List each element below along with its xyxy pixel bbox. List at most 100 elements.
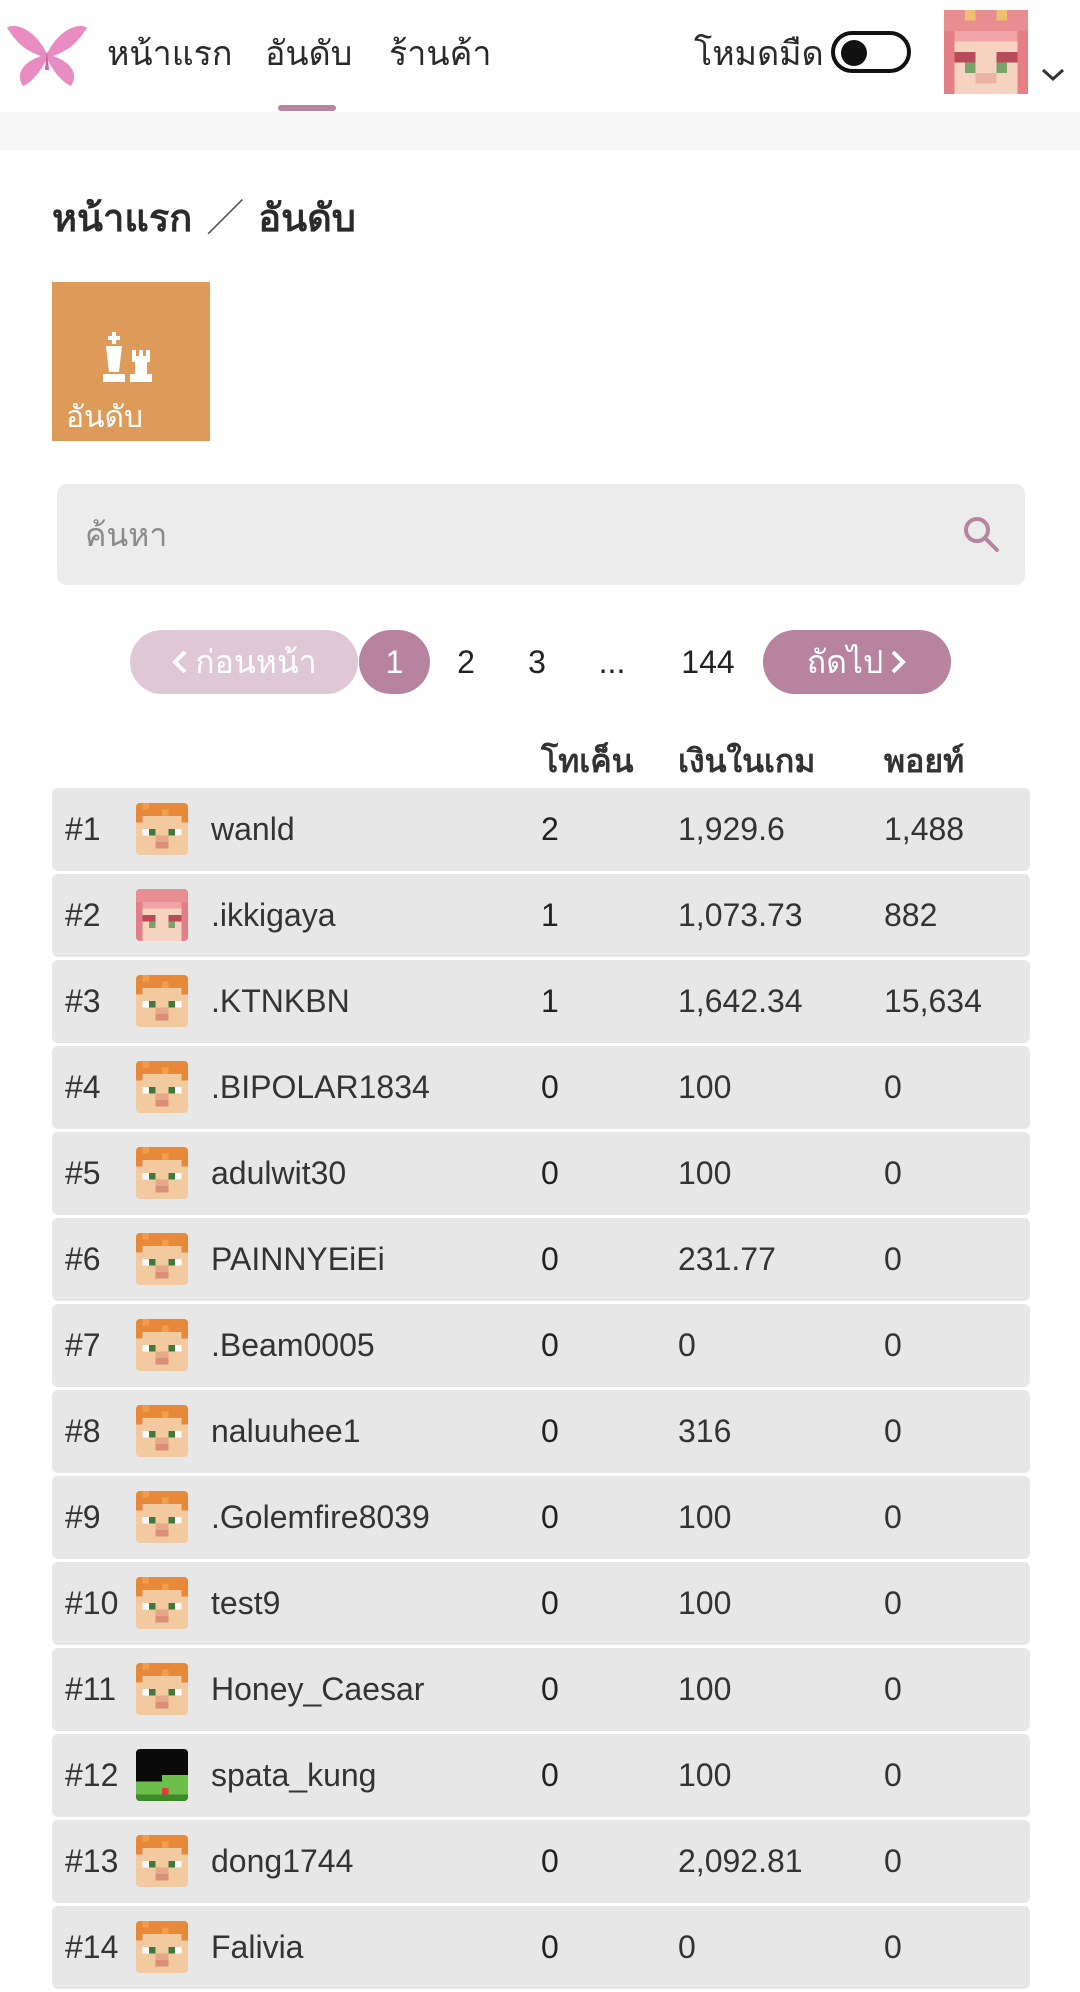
top-navbar: หน้าแรก อันดับ ร้านค้า โหมดมืด [0, 0, 1080, 112]
table-row[interactable]: #2 .ikkigaya 1 1,073.73 882 [52, 874, 1030, 957]
row-points: 0 [884, 1843, 902, 1879]
row-tokens: 1 [541, 983, 559, 1019]
table-row[interactable]: #7 .Beam0005 0 0 0 [52, 1304, 1030, 1387]
nav-shop-link[interactable]: ร้านค้า [389, 35, 492, 73]
row-tokens: 0 [541, 1155, 559, 1191]
player-name[interactable]: .Beam0005 [211, 1327, 375, 1363]
nav-ranking-link[interactable]: อันดับ [265, 35, 353, 73]
table-row[interactable]: #12 spata_kung 0 100 0 [52, 1734, 1030, 1817]
player-name[interactable]: .KTNKBN [211, 983, 350, 1019]
table-row[interactable]: #9 .Golemfire8039 0 100 0 [52, 1476, 1030, 1559]
breadcrumb-separator: ／ [206, 198, 245, 240]
nav-active-indicator [278, 105, 336, 111]
row-points: 0 [884, 1413, 902, 1449]
row-points: 0 [884, 1327, 902, 1363]
player-name[interactable]: spata_kung [211, 1757, 377, 1793]
pagination-page-current[interactable]: 1 [359, 630, 430, 694]
player-name[interactable]: .ikkigaya [211, 897, 336, 933]
player-avatar [136, 1147, 188, 1199]
player-name[interactable]: .Golemfire8039 [211, 1499, 430, 1535]
row-money: 2,092.81 [678, 1843, 803, 1879]
toggle-knob [841, 40, 867, 66]
table-row[interactable]: #1 wanld 2 1,929.6 1,488 [52, 788, 1030, 871]
pagination-next-label: ถัดไป [806, 643, 884, 680]
column-header-tokens: โทเค็น [541, 743, 634, 779]
row-rank: #12 [65, 1757, 119, 1793]
row-tokens: 0 [541, 1585, 559, 1621]
player-avatar [136, 975, 188, 1027]
player-avatar [136, 1749, 188, 1801]
player-name[interactable]: dong1744 [211, 1843, 354, 1879]
player-avatar [136, 1491, 188, 1543]
row-money: 100 [678, 1069, 732, 1105]
row-rank: #10 [65, 1585, 119, 1621]
row-rank: #2 [65, 897, 101, 933]
pagination-ellipsis: ... [598, 644, 626, 680]
pagination-next-button[interactable]: ถัดไป [763, 630, 951, 694]
nav-home-link[interactable]: หน้าแรก [107, 35, 233, 73]
row-money: 0 [678, 1327, 696, 1363]
search-box [57, 484, 1025, 585]
row-rank: #3 [65, 983, 101, 1019]
table-row[interactable]: #6 PAINNYEiEi 0 231.77 0 [52, 1218, 1030, 1301]
player-name[interactable]: wanld [211, 811, 295, 847]
pagination-page[interactable]: 144 [681, 644, 735, 680]
row-money: 100 [678, 1585, 732, 1621]
row-money: 100 [678, 1499, 732, 1535]
pagination-prev-button[interactable]: ก่อนหน้า [130, 630, 358, 694]
player-name[interactable]: Honey_Caesar [211, 1671, 425, 1707]
table-row[interactable]: #4 .BIPOLAR1834 0 100 0 [52, 1046, 1030, 1129]
breadcrumb-current: อันดับ [258, 198, 356, 240]
player-name[interactable]: PAINNYEiEi [211, 1241, 385, 1277]
row-rank: #1 [65, 811, 101, 847]
row-tokens: 0 [541, 1327, 559, 1363]
table-row[interactable]: #14 Falivia 0 0 0 [52, 1906, 1030, 1989]
row-rank: #14 [65, 1929, 119, 1965]
row-points: 0 [884, 1069, 902, 1105]
row-rank: #5 [65, 1155, 101, 1191]
search-input[interactable] [83, 502, 947, 568]
player-name[interactable]: naluuhee1 [211, 1413, 361, 1449]
player-avatar [136, 1663, 188, 1715]
table-row[interactable]: #5 adulwit30 0 100 0 [52, 1132, 1030, 1215]
player-avatar [136, 1319, 188, 1371]
search-icon[interactable] [961, 514, 1001, 554]
player-avatar [136, 803, 188, 855]
row-money: 316 [678, 1413, 732, 1449]
butterfly-logo-icon[interactable] [5, 20, 89, 88]
row-rank: #13 [65, 1843, 119, 1879]
table-row[interactable]: #3 .KTNKBN 1 1,642.34 15,634 [52, 960, 1030, 1043]
table-row[interactable]: #11 Honey_Caesar 0 100 0 [52, 1648, 1030, 1731]
header-divider-strip [0, 112, 1080, 150]
table-row[interactable]: #13 dong1744 0 2,092.81 0 [52, 1820, 1030, 1903]
player-name[interactable]: adulwit30 [211, 1155, 347, 1191]
dark-mode-toggle[interactable] [831, 31, 911, 73]
row-rank: #4 [65, 1069, 101, 1105]
row-tokens: 0 [541, 1241, 559, 1277]
chevron-left-icon [172, 650, 187, 674]
table-row[interactable]: #10 test9 0 100 0 [52, 1562, 1030, 1645]
row-money: 100 [678, 1671, 732, 1707]
ranking-tile[interactable]: อันดับ [52, 282, 210, 441]
row-tokens: 0 [541, 1671, 559, 1707]
player-avatar [136, 1921, 188, 1973]
row-points: 0 [884, 1585, 902, 1621]
row-money: 231.77 [678, 1241, 776, 1277]
pagination-page[interactable]: 3 [528, 644, 546, 680]
row-tokens: 0 [541, 1929, 559, 1965]
chevron-down-icon[interactable] [1040, 64, 1066, 84]
player-avatar [136, 1577, 188, 1629]
pagination-prev-label: ก่อนหน้า [195, 643, 317, 680]
row-tokens: 0 [541, 1069, 559, 1105]
breadcrumb-home[interactable]: หน้าแรก [52, 198, 193, 240]
row-rank: #8 [65, 1413, 101, 1449]
player-name[interactable]: .BIPOLAR1834 [211, 1069, 430, 1105]
column-header-money: เงินในเกม [678, 743, 816, 779]
player-name[interactable]: Falivia [211, 1929, 304, 1965]
pagination-page[interactable]: 2 [457, 644, 475, 680]
ranking-tile-label: อันดับ [66, 401, 144, 434]
user-avatar[interactable] [944, 10, 1028, 94]
table-row[interactable]: #8 naluuhee1 0 316 0 [52, 1390, 1030, 1473]
player-name[interactable]: test9 [211, 1585, 281, 1621]
row-money: 100 [678, 1757, 732, 1793]
